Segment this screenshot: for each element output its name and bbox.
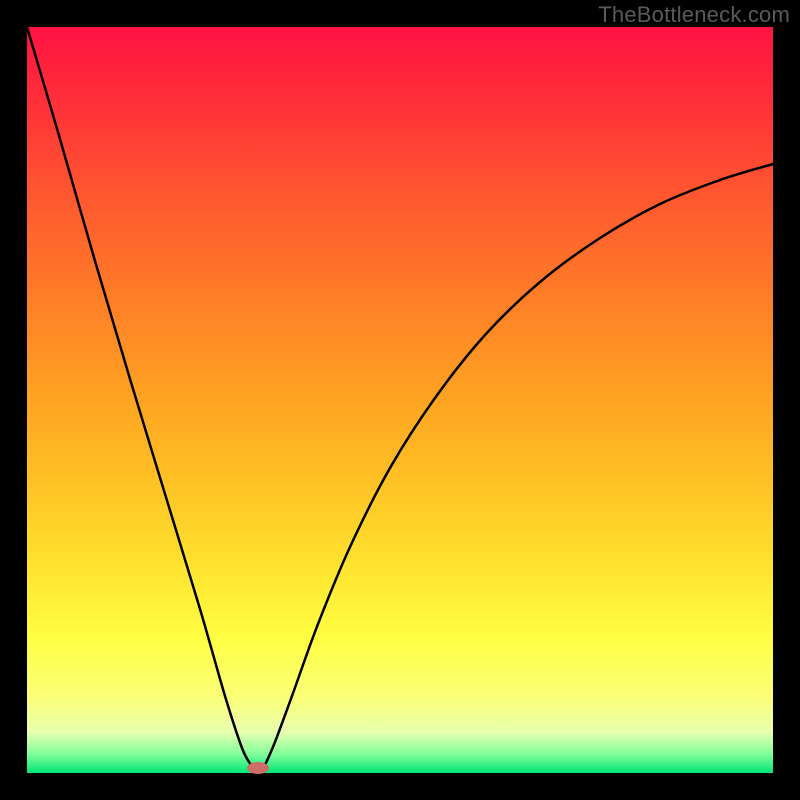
watermark-text: TheBottleneck.com — [598, 2, 790, 28]
bottleneck-chart — [0, 0, 800, 800]
chart-background — [27, 27, 773, 773]
optimal-point-marker — [247, 762, 269, 774]
